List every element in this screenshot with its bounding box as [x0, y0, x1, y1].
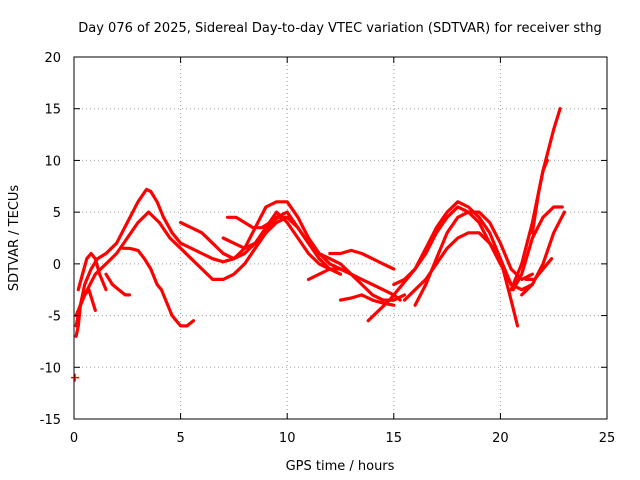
series-t16 [402, 231, 513, 302]
x-tick-label: 20 [492, 431, 509, 446]
series-t18 [511, 205, 564, 292]
grid-lines [74, 57, 607, 419]
series-t8 [225, 215, 289, 230]
series-t19 [520, 210, 566, 297]
data-series [71, 107, 566, 382]
y-tick-label: -5 [48, 310, 61, 325]
series-t3 [179, 200, 402, 302]
y-tick-label: 15 [44, 103, 61, 118]
plot-frame [73, 56, 608, 420]
x-tick-label: 10 [279, 431, 296, 446]
x-tick-label: 15 [386, 431, 403, 446]
y-tick-label: -10 [40, 361, 61, 376]
series-t20 [530, 158, 549, 235]
series-t5 [74, 288, 97, 338]
x-tick-label: 25 [599, 431, 616, 446]
y-tick-label: -15 [40, 413, 61, 428]
y-tick-label: 20 [44, 51, 61, 66]
series-t9 [221, 215, 353, 276]
axis-ticks: 0 5 10 15 20 25 -15 -10 -5 0 5 10 15 20 [40, 51, 616, 446]
series-t11 [328, 248, 396, 271]
y-tick-label: 10 [44, 154, 61, 169]
series-t15 [413, 210, 534, 307]
series-t6 [76, 251, 108, 292]
y-tick-label: 5 [53, 206, 61, 221]
x-axis-label: GPS time / hours [286, 459, 395, 474]
series-t7 [104, 272, 131, 297]
y-tick-label: 0 [53, 258, 61, 273]
x-tick-label: 0 [70, 431, 78, 446]
series-t21 [524, 257, 554, 281]
x-tick-label: 5 [176, 431, 184, 446]
data-point-marker [71, 373, 80, 382]
y-axis-label: SDTVAR / TECUs [7, 185, 22, 292]
chart-title: Day 076 of 2025, Sidereal Day-to-day VTE… [78, 21, 602, 36]
series-t4 [121, 246, 195, 328]
